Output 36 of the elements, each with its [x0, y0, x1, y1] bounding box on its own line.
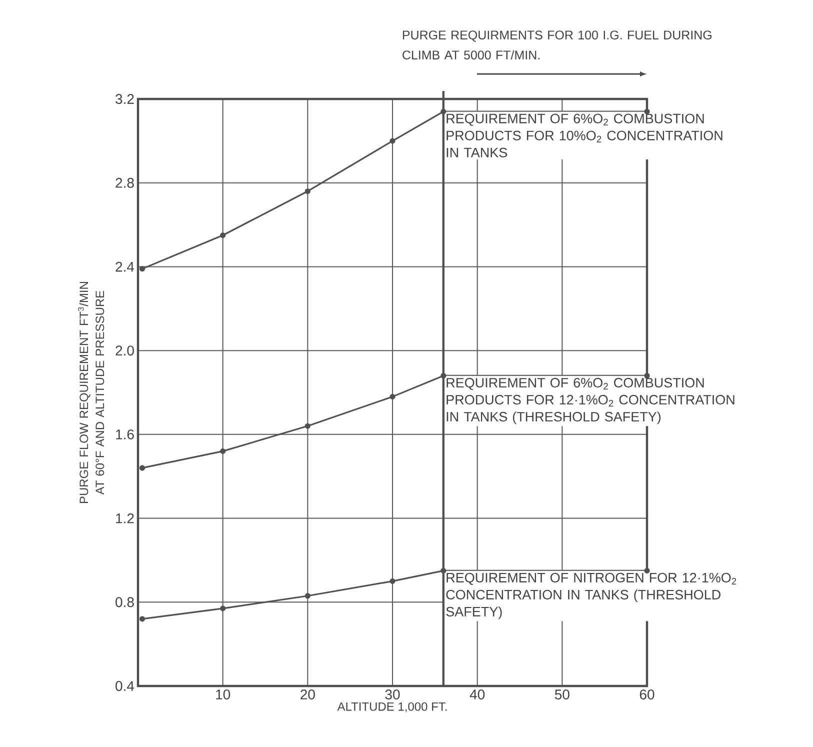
point [220, 448, 226, 454]
point [220, 232, 226, 238]
point [220, 606, 226, 612]
x-tick-label: 20 [300, 690, 315, 700]
series-label: REQUIREMENT OF 6%O$_{2}$ COMBUSTION PRODUCTS FOR 12·1%O$_{2}$ CONCENTRATION IN TANKS (THRESHOLD SAFETY) [446, 378, 734, 424]
point [139, 266, 146, 272]
point [139, 465, 146, 471]
y-axis-title: PURGE FLOW REQUIREMENT FT$^{3}$/MIN AT 60°F AND ALTITUDE PRESSURE [78, 282, 104, 503]
y-tick-label: 2.0 [116, 346, 134, 356]
text: REQUIREMENT OF NITROGEN FOR 12·1%O$_{2}$ CONCENTRATION IN TANKS (THRESHOLD SAFETY) [446, 572, 736, 620]
y-tick-label: 0.4 [116, 681, 134, 691]
text: PURGE REQUIRMENTS FOR 100 I.G. FUEL DURING CLIMB AT 5000 FT/MIN. [402, 30, 712, 60]
point [644, 568, 650, 574]
point [390, 394, 396, 400]
text: REQUIREMENT OF 6%O$_{2}$ COMBUSTION PRODUCTS FOR 10%O$_{2}$ CONCENTRATION IN TANKS [446, 114, 722, 158]
y-tick-label: 1.6 [116, 429, 134, 440]
point [304, 593, 310, 599]
y-tick-label: 1.2 [116, 513, 134, 524]
point [390, 578, 396, 584]
point [440, 568, 446, 574]
y-tick-label: 2.8 [116, 178, 134, 188]
point [139, 616, 146, 622]
point [304, 423, 310, 429]
y-tick-label: 3.2 [116, 94, 134, 104]
point [390, 138, 396, 144]
y-tick-label: 0.8 [116, 597, 134, 608]
point [304, 188, 310, 194]
x-tick-label: 50 [554, 690, 570, 700]
point [440, 372, 446, 379]
x-tick-label: 40 [470, 690, 485, 700]
x-tick-label: 60 [640, 690, 654, 700]
x-tick-label: 10 [216, 690, 230, 700]
point [440, 108, 446, 114]
x-tick-label: 30 [385, 690, 400, 700]
x-axis-title: ALTITUDE 1,000 FT. [337, 702, 447, 712]
y-tick-label: 2.4 [116, 262, 134, 272]
